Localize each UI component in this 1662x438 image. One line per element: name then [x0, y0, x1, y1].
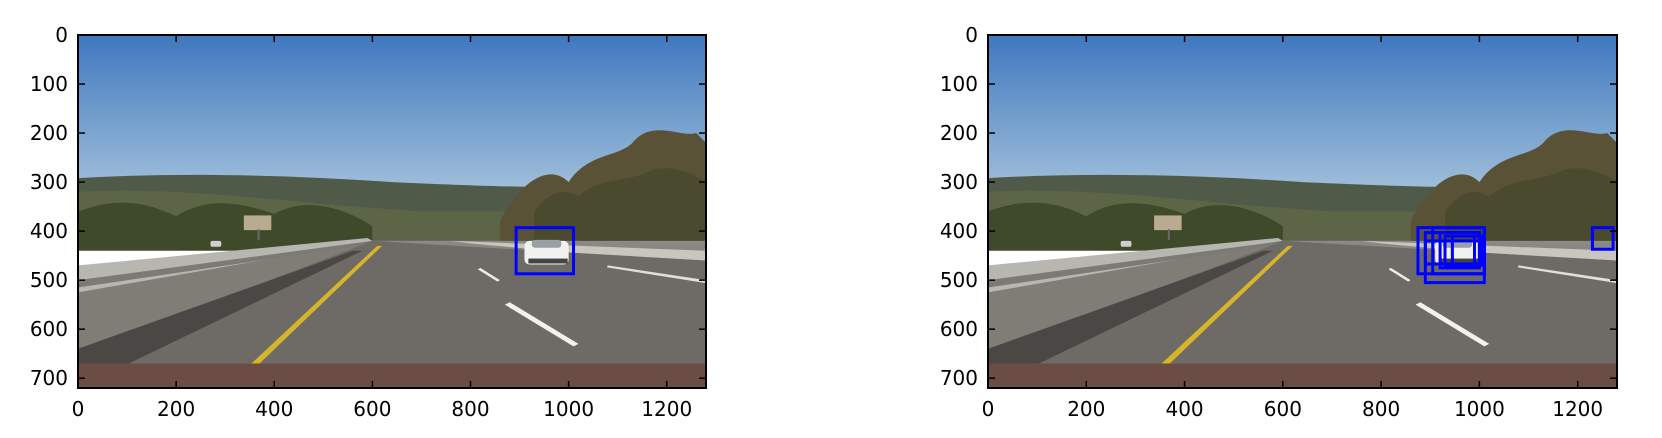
y-tick-label: 700: [940, 366, 978, 390]
x-ticks: 0 200 400 600 800 1000 1200: [72, 35, 692, 421]
y-tick-label: 0: [55, 23, 68, 47]
y-tick-label: 400: [940, 219, 978, 243]
y-tick-label: 100: [940, 72, 978, 96]
panel-left: 0 200 400 600 800 1000 1200 0 100 200 300 400 500 60…: [30, 23, 707, 421]
y-tick-label: 700: [30, 366, 68, 390]
y-ticks: 0 100 200 300 400 500 600 700: [940, 23, 1617, 390]
x-tick-label: 800: [451, 397, 489, 421]
detection-boxes: [1416, 226, 1615, 285]
x-tick-label: 400: [1165, 397, 1203, 421]
panels: 0 200 400 600 800 1000 1200 010020030040050060…: [30, 23, 1618, 421]
x-tick-label: 0: [72, 397, 85, 421]
y-tick-label: 200: [940, 121, 978, 145]
y-tick-label: 300: [30, 170, 68, 194]
y-tick-label: 500: [940, 268, 978, 292]
x-tick-label: 800: [1362, 397, 1400, 421]
y-tick-label: 0: [965, 23, 978, 47]
detection-box: [514, 226, 576, 276]
y-tick-label: 600: [940, 317, 978, 341]
y-ticks: 0 100 200 300 400 500 600 700: [30, 23, 706, 390]
road-image: [78, 35, 706, 388]
x-tick-label: 600: [1264, 397, 1302, 421]
road-image: [988, 35, 1617, 388]
axes-frame: [987, 34, 1618, 389]
x-tick-label: 600: [353, 397, 391, 421]
x-tick-label: 1000: [1454, 397, 1505, 421]
panel-right: 0 200 400 600 800 1000 1200 0 100 200 300 400 500 60…: [940, 23, 1618, 421]
y-tick-label: 600: [30, 317, 68, 341]
y-tick-label: 500: [30, 268, 68, 292]
x-tick-label: 200: [1067, 397, 1105, 421]
detection-box: [1438, 231, 1481, 270]
y-tick-label: 200: [30, 121, 68, 145]
y-tick-label: 400: [30, 219, 68, 243]
detection-box: [1590, 226, 1615, 251]
detection-box: [1450, 234, 1476, 267]
x-tick-label: 0: [982, 397, 995, 421]
x-tick-label: 1000: [543, 397, 594, 421]
y-tick-label: 100: [30, 72, 68, 96]
x-tick-label: 200: [157, 397, 195, 421]
y-tick-label: 300: [940, 170, 978, 194]
x-tick-label: 400: [255, 397, 293, 421]
x-tick-label: 1200: [1552, 397, 1603, 421]
detection-boxes: [514, 226, 576, 276]
axes-frame: [77, 34, 707, 389]
x-ticks: 0 200 400 600 800 1000 1200: [982, 35, 1603, 421]
x-tick-label: 1200: [641, 397, 692, 421]
detection-box: [1431, 226, 1486, 276]
